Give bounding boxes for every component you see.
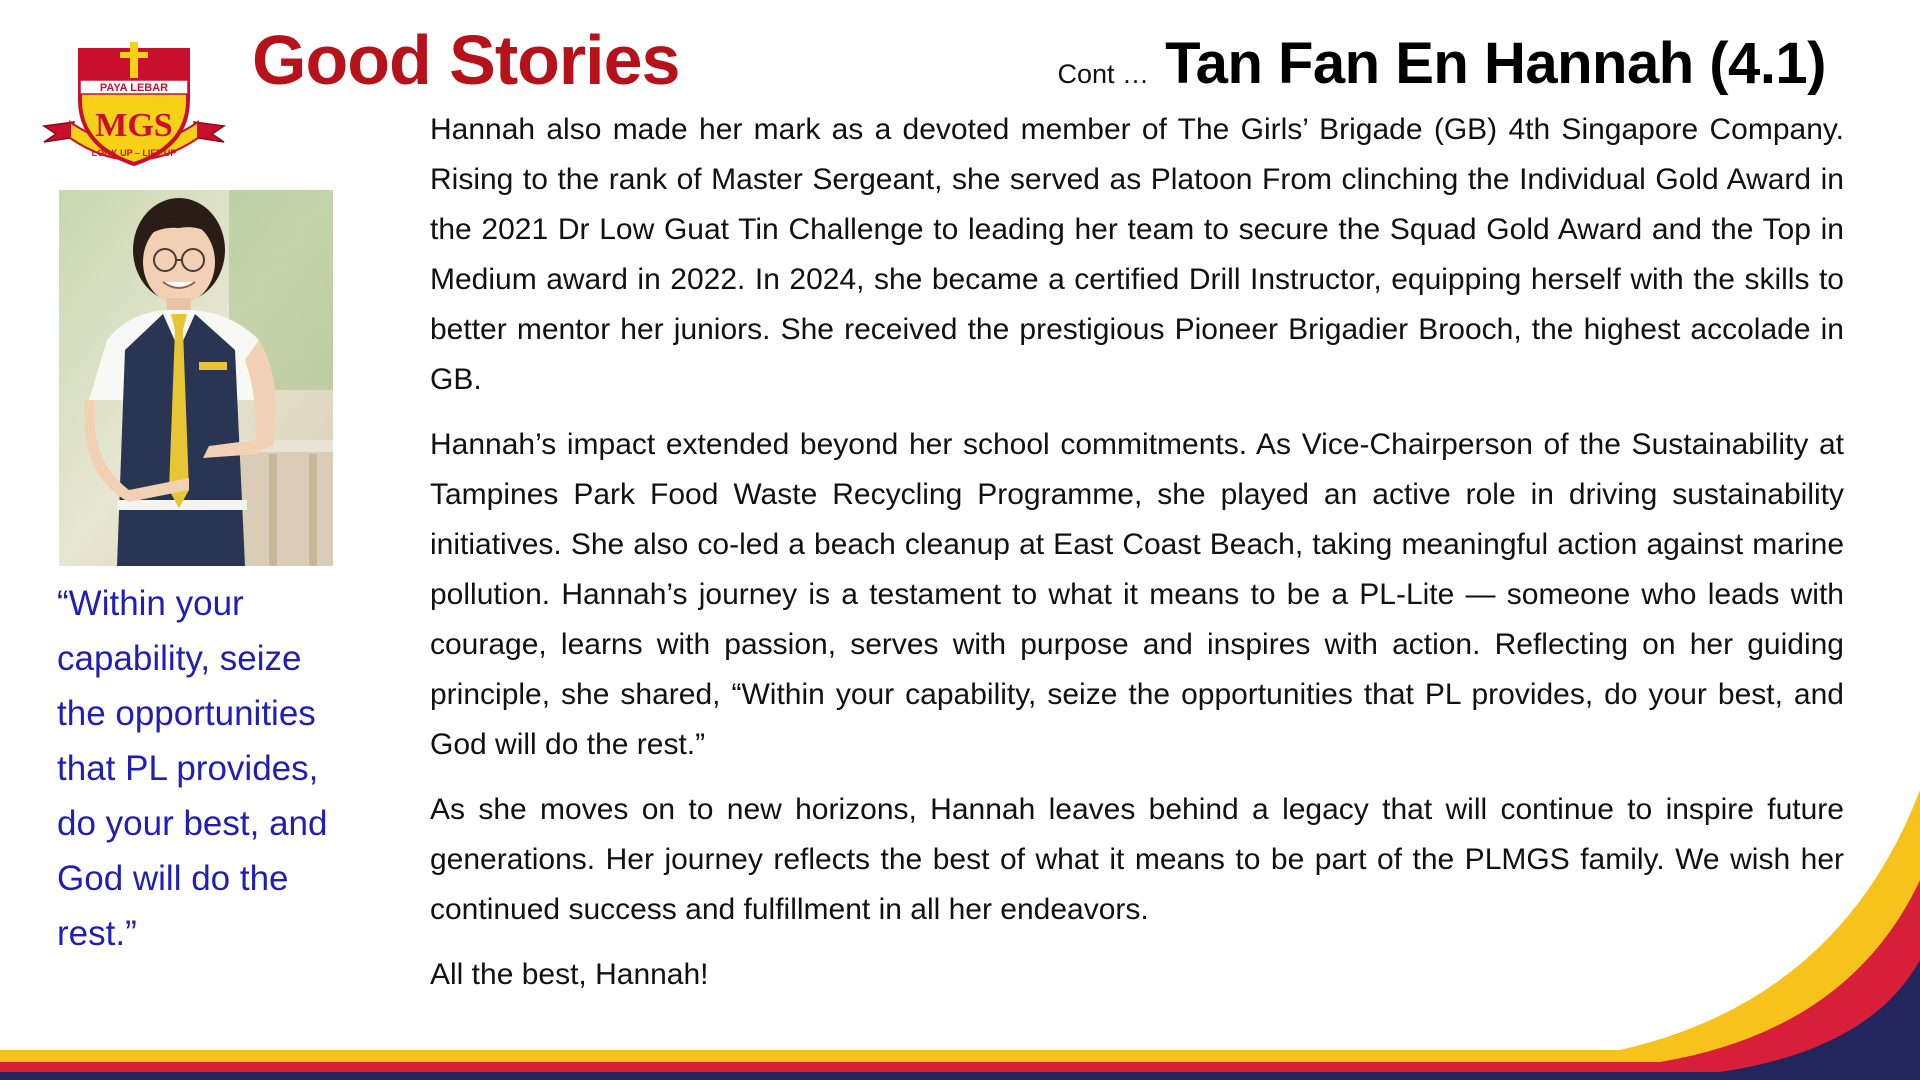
- story-paragraph: As she moves on to new horizons, Hannah …: [430, 793, 1844, 926]
- crest-motto: LOOK UP – LIFT UP: [92, 148, 177, 158]
- pull-quote: “Within your capability, seize the oppor…: [57, 584, 328, 953]
- school-crest-logo: PAYA LEBAR MGS LOOK UP – LIFT UP: [41, 42, 227, 167]
- story-paragraph: Hannah’s impact extended beyond her scho…: [430, 428, 1844, 761]
- crest-initials: MGS: [95, 107, 172, 144]
- story-body: Hannah also made her mark as a devoted m…: [430, 105, 1844, 1015]
- story-paragraph: Hannah also made her mark as a devoted m…: [430, 113, 1844, 396]
- story-closing: All the best, Hannah!: [430, 958, 709, 991]
- header-right: Cont … Tan Fan En Hannah (4.1): [1057, 30, 1827, 97]
- student-photo: [59, 190, 333, 566]
- continuation-label: Cont …: [1057, 59, 1150, 89]
- page-title: Good Stories: [252, 21, 680, 99]
- crest-top-text: PAYA LEBAR: [100, 82, 168, 94]
- student-name: Tan Fan En Hannah (4.1): [1165, 31, 1826, 96]
